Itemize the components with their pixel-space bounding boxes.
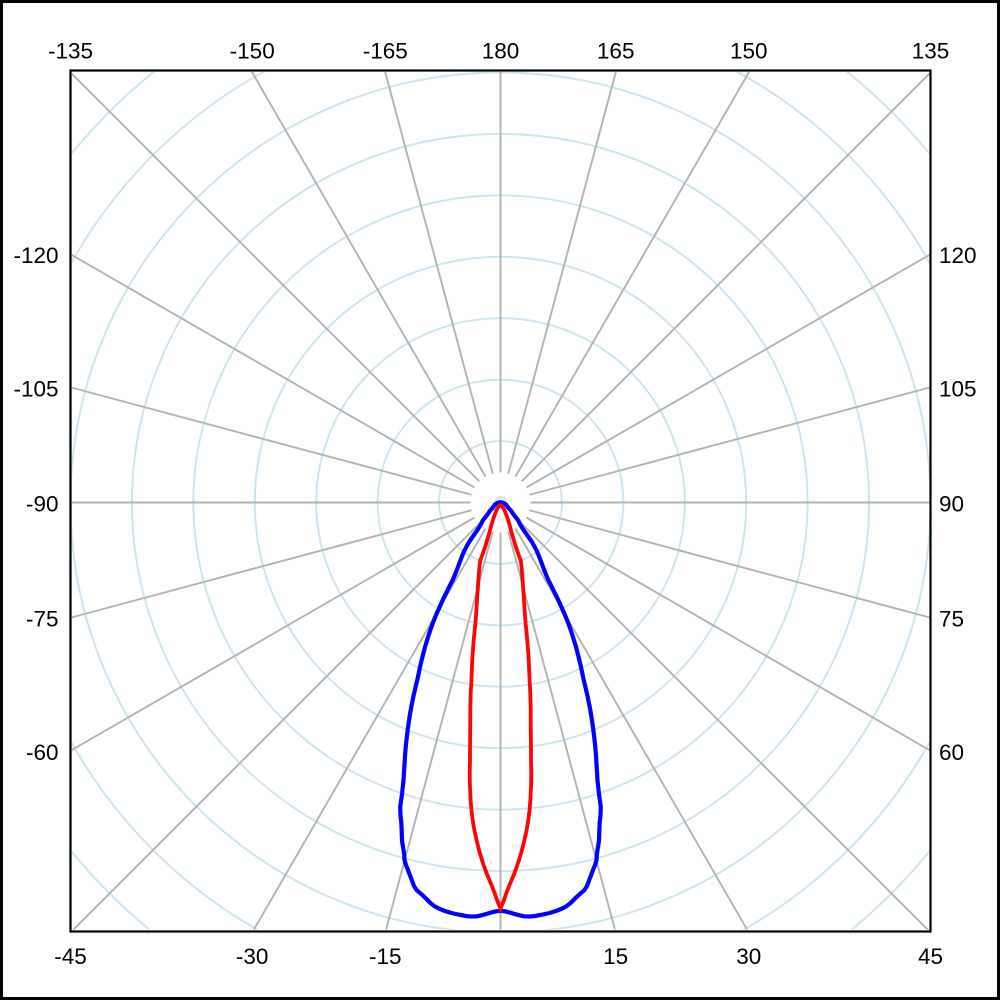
svg-text:-165: -165 xyxy=(363,39,408,64)
svg-text:150: 150 xyxy=(730,39,768,64)
svg-text:-90: -90 xyxy=(26,492,59,517)
svg-text:180: 180 xyxy=(482,39,520,64)
svg-text:-150: -150 xyxy=(230,39,275,64)
svg-text:-60: -60 xyxy=(26,740,59,765)
svg-text:30: 30 xyxy=(736,944,761,969)
svg-text:45: 45 xyxy=(918,944,943,969)
svg-text:90: 90 xyxy=(939,492,964,517)
svg-text:-75: -75 xyxy=(26,607,59,632)
svg-text:-15: -15 xyxy=(369,944,402,969)
svg-text:165: 165 xyxy=(597,39,635,64)
svg-text:-30: -30 xyxy=(236,944,269,969)
svg-text:15: 15 xyxy=(603,944,628,969)
svg-text:75: 75 xyxy=(939,607,964,632)
svg-text:-120: -120 xyxy=(13,243,58,268)
svg-text:105: 105 xyxy=(939,376,977,401)
svg-text:135: 135 xyxy=(912,39,950,64)
svg-text:-45: -45 xyxy=(54,944,87,969)
svg-text:-105: -105 xyxy=(13,376,58,401)
svg-text:120: 120 xyxy=(939,243,977,268)
svg-text:-135: -135 xyxy=(48,39,93,64)
svg-text:60: 60 xyxy=(939,740,964,765)
